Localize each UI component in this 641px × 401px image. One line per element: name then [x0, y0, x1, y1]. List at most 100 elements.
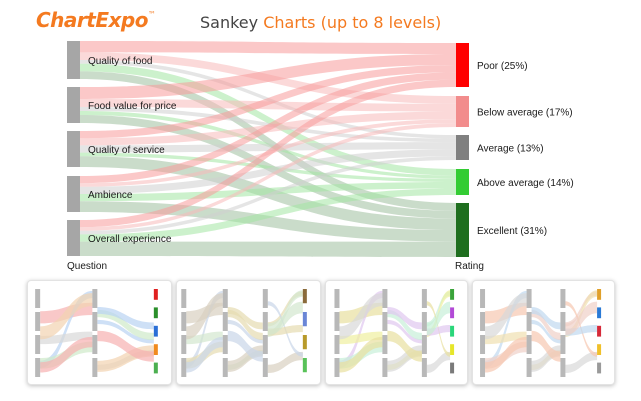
thumb-3-node — [334, 312, 340, 331]
source-label-food: Quality of food — [88, 56, 152, 67]
thumb-4-node — [560, 289, 566, 308]
target-label-excellent: Excellent (31%) — [477, 226, 547, 237]
source-node-overall[interactable] — [67, 220, 80, 256]
thumb-3-node — [450, 362, 455, 374]
thumbnail-4-graphic — [480, 289, 602, 377]
thumb-3-node — [421, 358, 427, 377]
thumb-2-link — [227, 330, 263, 362]
link-overall-to-above — [80, 188, 456, 242]
thumbnail-sankey-2[interactable] — [176, 280, 321, 385]
thumb-2-node — [181, 289, 187, 308]
thumb-4-link — [565, 301, 598, 335]
target-node-below[interactable] — [456, 96, 469, 127]
thumb-4-node — [526, 312, 532, 331]
thumb-1-node — [92, 358, 98, 377]
link-value-to-poor — [80, 54, 456, 99]
thumb-4-link — [485, 336, 527, 373]
thumb-3-node — [382, 358, 388, 377]
thumb-4-node — [597, 289, 602, 300]
thumb-1-node — [35, 335, 41, 354]
source-nodes: Quality of food Food value for price Quali… — [67, 41, 177, 256]
thumb-1-link — [97, 309, 154, 341]
thumb-3-link — [426, 325, 451, 336]
thumb-1-link — [40, 336, 93, 373]
link-service-to-above — [80, 152, 456, 182]
thumb-1-node — [92, 289, 98, 308]
link-ambience-to-average — [80, 149, 456, 194]
thumb-3-node — [450, 289, 455, 300]
link-food-to-poor — [80, 41, 456, 54]
thumb-3-link — [426, 291, 451, 327]
thumb-3-node — [334, 358, 340, 377]
thumb-2-node — [181, 358, 187, 377]
thumb-4-link — [531, 309, 561, 341]
target-node-poor[interactable] — [456, 43, 469, 87]
thumb-1-node — [153, 289, 158, 300]
thumb-3-link — [426, 351, 451, 373]
thumb-2-link — [267, 291, 303, 327]
trademark-mark: ™ — [147, 10, 156, 19]
link-ambience-to-above — [80, 182, 456, 202]
thumb-4-link — [485, 290, 527, 368]
thumb-3-node — [450, 325, 455, 337]
thumb-2-link — [267, 301, 303, 335]
thumbnail-sankey-3[interactable] — [325, 280, 468, 385]
link-overall-to-excellent — [80, 241, 456, 257]
thumb-4-link — [565, 351, 598, 373]
thumb-4-link — [531, 330, 561, 362]
thumb-2-node — [302, 358, 307, 373]
source-node-service[interactable] — [67, 131, 80, 167]
thumb-2-link — [267, 325, 303, 336]
thumb-2-node — [262, 358, 268, 377]
thumbnail-3-graphic — [334, 289, 455, 377]
source-node-food[interactable] — [67, 41, 80, 79]
thumb-1-node — [35, 312, 41, 331]
thumb-1-node — [92, 312, 98, 331]
target-node-excellent[interactable] — [456, 203, 469, 257]
target-label-average: Average (13%) — [477, 144, 544, 155]
thumb-4-node — [526, 289, 532, 308]
thumbnail-sankey-1[interactable] — [27, 280, 172, 385]
link-food-to-above — [80, 63, 456, 176]
thumb-3-node — [334, 335, 340, 354]
target-node-average[interactable] — [456, 135, 469, 160]
left-axis-label: Question — [67, 261, 107, 272]
thumb-1-link — [40, 290, 93, 368]
target-node-above[interactable] — [456, 169, 469, 195]
right-axis-label: Rating — [455, 261, 484, 272]
thumb-3-node — [421, 312, 427, 331]
thumb-4-node — [480, 335, 486, 354]
thumb-1-node — [35, 358, 41, 377]
source-node-ambience[interactable] — [67, 176, 80, 212]
link-service-to-average — [80, 142, 456, 153]
thumb-1-node — [35, 289, 41, 308]
thumbnail-1-graphic — [35, 289, 158, 377]
thumb-4-link — [485, 331, 527, 345]
thumb-1-node — [92, 335, 98, 354]
brand-name: ChartExpo — [36, 8, 148, 32]
source-label-value: Food value for price — [88, 101, 177, 112]
thumb-2-node — [302, 312, 307, 327]
thumb-4-node — [560, 312, 566, 331]
thumb-2-node — [262, 335, 268, 354]
thumbnail-sankey-4[interactable] — [472, 280, 615, 385]
thumb-1-node — [153, 344, 158, 355]
thumb-3-link — [339, 336, 383, 373]
thumb-2-link — [227, 309, 263, 341]
thumb-3-link — [387, 330, 422, 362]
thumb-4-node — [526, 335, 532, 354]
thumbnail-2-graphic — [181, 289, 307, 377]
thumb-1-node — [153, 325, 158, 337]
thumb-3-link — [387, 309, 422, 341]
thumb-2-node — [181, 335, 187, 354]
sankey-links — [80, 41, 456, 257]
source-node-value[interactable] — [67, 87, 80, 123]
link-ambience-to-poor — [80, 72, 456, 184]
link-service-to-poor — [80, 65, 456, 139]
thumb-3-link — [387, 307, 422, 330]
page-title: Sankey Charts (up to 8 levels) — [200, 13, 441, 32]
target-label-above: Above average (14%) — [477, 178, 574, 189]
target-label-below: Below average (17%) — [477, 108, 573, 119]
thumb-3-link — [426, 301, 451, 335]
link-food-to-excellent — [80, 71, 456, 211]
